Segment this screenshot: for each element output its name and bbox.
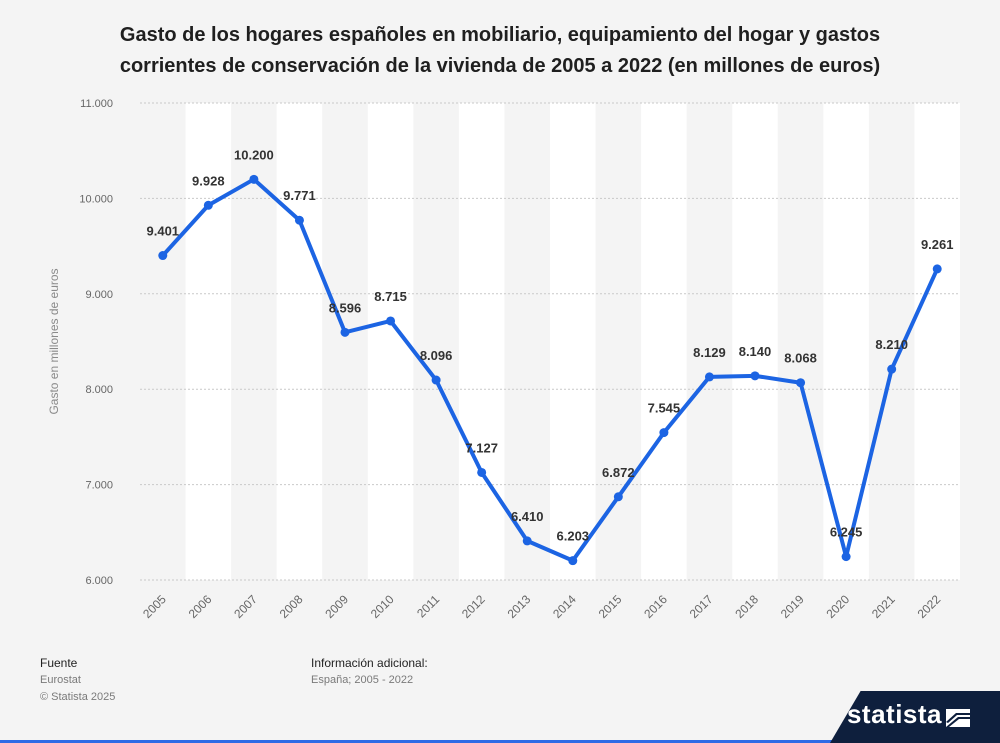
data-point [340, 327, 350, 337]
data-point [431, 375, 441, 385]
y-tick-label: 8.000 [85, 384, 113, 396]
y-tick-label: 10.000 [79, 193, 113, 205]
x-tick-label: 2021 [869, 592, 898, 621]
x-tick-label: 2005 [140, 592, 169, 621]
y-tick-label: 6.000 [85, 575, 113, 587]
data-label: 7.545 [648, 401, 681, 416]
x-tick-label: 2007 [231, 592, 260, 621]
data-label: 7.127 [465, 440, 498, 455]
data-label: 8.210 [875, 337, 908, 352]
data-point [386, 316, 396, 326]
y-tick-label: 7.000 [85, 480, 113, 492]
bottom-accent-line [0, 740, 860, 743]
data-point [477, 467, 487, 477]
column-band [458, 103, 505, 580]
x-tick-label: 2015 [596, 592, 625, 621]
x-tick-label: 2019 [778, 592, 807, 621]
statista-logo-text: statista [846, 699, 942, 729]
data-label: 9.261 [921, 237, 954, 252]
x-tick-label: 2010 [368, 592, 397, 621]
column-band [641, 103, 687, 580]
x-tick-label: 2022 [915, 592, 944, 621]
x-tick-label: 2017 [687, 592, 716, 621]
column-band [823, 103, 869, 580]
column-band [914, 103, 960, 580]
data-label: 6.245 [830, 525, 863, 540]
info-text: España; 2005 - 2022 [311, 674, 414, 686]
data-point [704, 372, 714, 382]
info-heading: Información adicional: [311, 656, 428, 670]
y-axis-label: Gasto en millones de euros [47, 268, 61, 414]
data-label: 8.715 [374, 289, 407, 304]
data-label: 9.771 [283, 188, 316, 203]
x-tick-label: 2012 [459, 592, 488, 621]
series-line [160, 177, 940, 563]
column-band [732, 103, 778, 580]
source-text: Eurostat [40, 674, 81, 686]
x-tick-label: 2009 [322, 592, 351, 621]
chart-title-line-2: corrientes de conservación de la viviend… [119, 55, 881, 77]
chart-title: Gasto de los hogares españoles en mobili… [40, 20, 960, 82]
data-point [249, 174, 259, 184]
data-label: 6.410 [511, 509, 544, 524]
data-label: 9.401 [147, 224, 180, 239]
data-label: 8.129 [693, 345, 726, 360]
data-point [203, 200, 213, 210]
y-tick-label: 11.000 [80, 98, 113, 110]
column-band [276, 103, 323, 580]
data-point [796, 378, 806, 388]
data-point [522, 536, 532, 546]
data-label: 9.928 [192, 173, 225, 188]
data-label: 6.203 [557, 529, 590, 544]
data-label: 8.596 [329, 300, 362, 315]
x-tick-label: 2008 [277, 592, 306, 621]
x-tick-label: 2006 [186, 592, 215, 621]
info-block: Información adicional: España; 2005 - 20… [311, 655, 428, 689]
x-tick-label: 2014 [550, 592, 579, 621]
data-label: 6.872 [602, 465, 635, 480]
chart-title-line-1: Gasto de los hogares españoles en mobili… [119, 24, 881, 46]
data-label: 10.200 [234, 147, 274, 162]
data-point [613, 492, 623, 502]
data-point [568, 556, 578, 566]
column-band [550, 103, 596, 580]
data-point [294, 215, 304, 225]
statista-logo-icon [946, 709, 970, 727]
y-tick-label: 9.000 [85, 289, 113, 301]
data-point [659, 428, 669, 438]
copyright-text: © Statista 2025 [40, 691, 116, 703]
column-band [185, 103, 232, 580]
data-point [932, 264, 942, 274]
x-tick-label: 2013 [505, 592, 534, 621]
data-point [841, 552, 851, 562]
source-block: Fuente Eurostat © Statista 2025 [40, 655, 115, 706]
x-tick-label: 2016 [641, 592, 670, 621]
data-point [158, 251, 168, 261]
x-tick-label: 2020 [823, 592, 852, 621]
data-label: 8.068 [784, 351, 817, 366]
data-label: 8.140 [739, 344, 772, 359]
data-label: 8.096 [420, 348, 453, 363]
data-point [887, 364, 897, 374]
x-tick-label: 2011 [414, 592, 442, 620]
data-point [750, 371, 760, 381]
line-chart: 6.000 7.000 8.000 9.000 10.000 11.000 Gasto en… [47, 98, 960, 621]
x-tick-label: 2018 [732, 592, 761, 621]
source-heading: Fuente [40, 656, 78, 670]
statista-logo-panel[interactable] [830, 691, 1000, 743]
